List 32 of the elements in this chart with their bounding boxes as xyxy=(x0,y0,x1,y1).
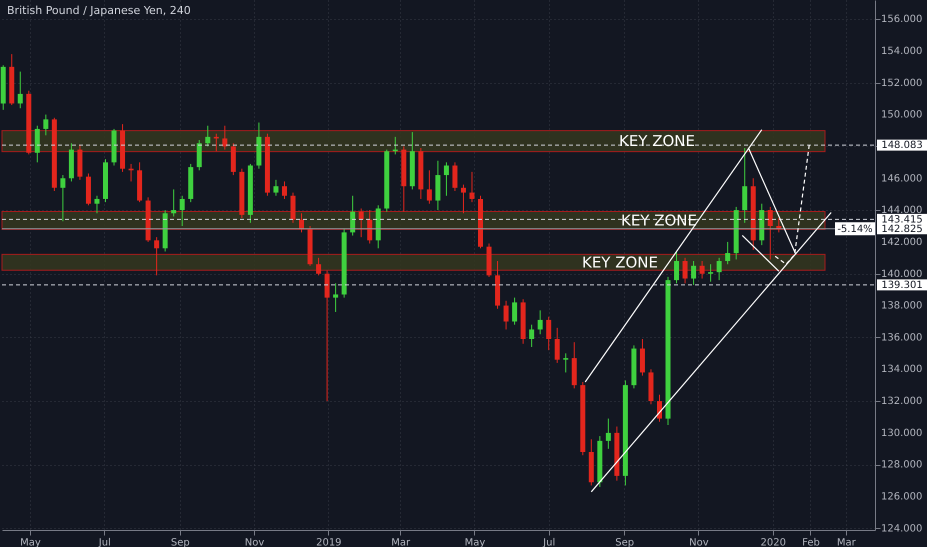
y-tick-label: 140.000 xyxy=(881,268,922,280)
y-tick-label: 150.000 xyxy=(881,110,922,121)
annotation: -5.14% xyxy=(837,224,873,235)
x-tick-label: Mar xyxy=(836,538,857,548)
band-label: KEY ZONE xyxy=(620,211,698,230)
band-label: KEY ZONE xyxy=(618,132,696,150)
x-tick-label: Nov xyxy=(244,538,264,548)
band-label: KEY ZONE xyxy=(582,253,658,272)
y-tick-label: 142.000 xyxy=(881,236,922,248)
x-tick-label: 2020 xyxy=(760,538,786,548)
ref-line-label: 139.301 xyxy=(881,280,923,291)
y-tick-label: 154.000 xyxy=(881,46,922,57)
y-tick-label: 152.000 xyxy=(881,78,922,89)
y-tick-label: 128.000 xyxy=(881,460,922,471)
ref-line-label: 148.083 xyxy=(881,140,923,152)
y-tick-label: 132.000 xyxy=(881,396,922,408)
x-tick-label: Nov xyxy=(689,538,709,548)
y-tick-label: 146.000 xyxy=(881,173,922,184)
y-tick-label: 138.000 xyxy=(881,300,922,312)
ref-line-label: 143.415 xyxy=(881,214,923,226)
y-tick-label: 144.000 xyxy=(881,205,922,216)
chart-title: British Pound / Japanese Yen, 240 xyxy=(7,4,191,17)
y-tick-label: 130.000 xyxy=(881,428,922,439)
y-tick-label: 134.000 xyxy=(881,364,922,376)
y-tick-label: 126.000 xyxy=(881,492,922,503)
y-tick-label: 124.000 xyxy=(881,523,922,534)
x-tick-label: Feb xyxy=(802,538,820,548)
x-tick-label: Mar xyxy=(391,538,411,548)
x-tick-label: 2019 xyxy=(316,538,342,548)
y-tick-label: 136.000 xyxy=(881,332,922,344)
y-tick-label: 156.000 xyxy=(881,14,922,26)
ref-line-label: 142.825 xyxy=(881,224,923,235)
